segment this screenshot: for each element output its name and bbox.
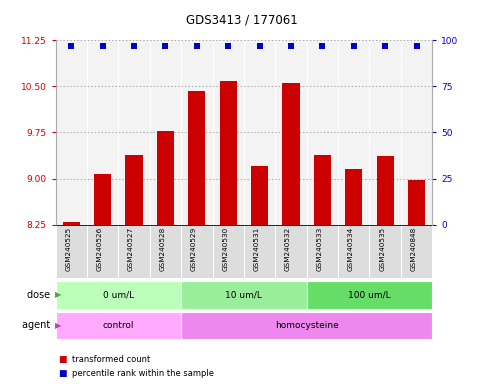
Bar xyxy=(220,81,237,225)
Point xyxy=(256,43,264,49)
Bar xyxy=(244,40,275,225)
Bar xyxy=(314,155,331,225)
Bar xyxy=(251,166,268,225)
Bar xyxy=(369,225,401,278)
Bar xyxy=(338,225,369,278)
Text: GDS3413 / 177061: GDS3413 / 177061 xyxy=(185,13,298,26)
Text: ▶: ▶ xyxy=(55,321,61,330)
Bar xyxy=(307,281,432,309)
Bar xyxy=(63,222,80,225)
Bar xyxy=(118,40,150,225)
Text: GSM240528: GSM240528 xyxy=(159,226,165,270)
Bar xyxy=(275,225,307,278)
Text: GSM240527: GSM240527 xyxy=(128,226,134,270)
Text: GSM240529: GSM240529 xyxy=(191,226,197,270)
Point xyxy=(161,43,170,49)
Point xyxy=(193,43,201,49)
Text: 0 um/L: 0 um/L xyxy=(103,290,134,299)
Bar xyxy=(283,83,299,225)
Text: GSM240848: GSM240848 xyxy=(411,226,416,270)
Bar xyxy=(307,225,338,278)
Bar xyxy=(181,225,213,278)
Bar xyxy=(126,155,142,225)
Bar xyxy=(150,225,181,278)
Text: GSM240526: GSM240526 xyxy=(97,226,103,270)
Bar xyxy=(244,225,275,278)
Point xyxy=(224,43,232,49)
Bar xyxy=(56,225,87,278)
Point xyxy=(99,43,107,49)
Bar xyxy=(188,91,205,225)
Text: homocysteine: homocysteine xyxy=(275,321,339,330)
Point xyxy=(382,43,389,49)
Text: dose: dose xyxy=(27,290,53,300)
Bar xyxy=(181,281,307,309)
Text: GSM240530: GSM240530 xyxy=(222,226,228,270)
Text: ▶: ▶ xyxy=(55,290,61,299)
Bar xyxy=(401,225,432,278)
Bar xyxy=(338,40,369,225)
Bar xyxy=(181,40,213,225)
Bar xyxy=(56,312,181,339)
Text: 100 um/L: 100 um/L xyxy=(348,290,391,299)
Text: GSM240531: GSM240531 xyxy=(254,226,260,270)
Bar xyxy=(401,40,432,225)
Bar xyxy=(275,40,307,225)
Bar xyxy=(94,174,111,225)
Text: GSM240532: GSM240532 xyxy=(285,226,291,270)
Bar xyxy=(150,40,181,225)
Text: GSM240534: GSM240534 xyxy=(348,226,354,270)
Text: 10 um/L: 10 um/L xyxy=(226,290,262,299)
Point xyxy=(68,43,75,49)
Text: control: control xyxy=(102,321,134,330)
Text: percentile rank within the sample: percentile rank within the sample xyxy=(72,369,214,378)
Bar xyxy=(345,169,362,225)
Text: agent: agent xyxy=(22,320,53,331)
Point xyxy=(350,43,357,49)
Bar xyxy=(118,225,150,278)
Bar xyxy=(213,225,244,278)
Bar xyxy=(87,40,118,225)
Bar xyxy=(377,156,394,225)
Point xyxy=(319,43,327,49)
Text: ■: ■ xyxy=(58,369,67,378)
Text: GSM240525: GSM240525 xyxy=(65,226,71,270)
Bar xyxy=(56,281,181,309)
Point xyxy=(287,43,295,49)
Bar xyxy=(87,225,118,278)
Bar xyxy=(157,131,174,225)
Text: GSM240533: GSM240533 xyxy=(316,226,323,270)
Bar xyxy=(408,180,425,225)
Text: GSM240535: GSM240535 xyxy=(379,226,385,270)
Bar xyxy=(369,40,401,225)
Text: ■: ■ xyxy=(58,354,67,364)
Bar xyxy=(181,312,432,339)
Bar xyxy=(213,40,244,225)
Text: transformed count: transformed count xyxy=(72,354,151,364)
Point xyxy=(130,43,138,49)
Point xyxy=(412,43,420,49)
Bar xyxy=(56,40,87,225)
Bar xyxy=(307,40,338,225)
